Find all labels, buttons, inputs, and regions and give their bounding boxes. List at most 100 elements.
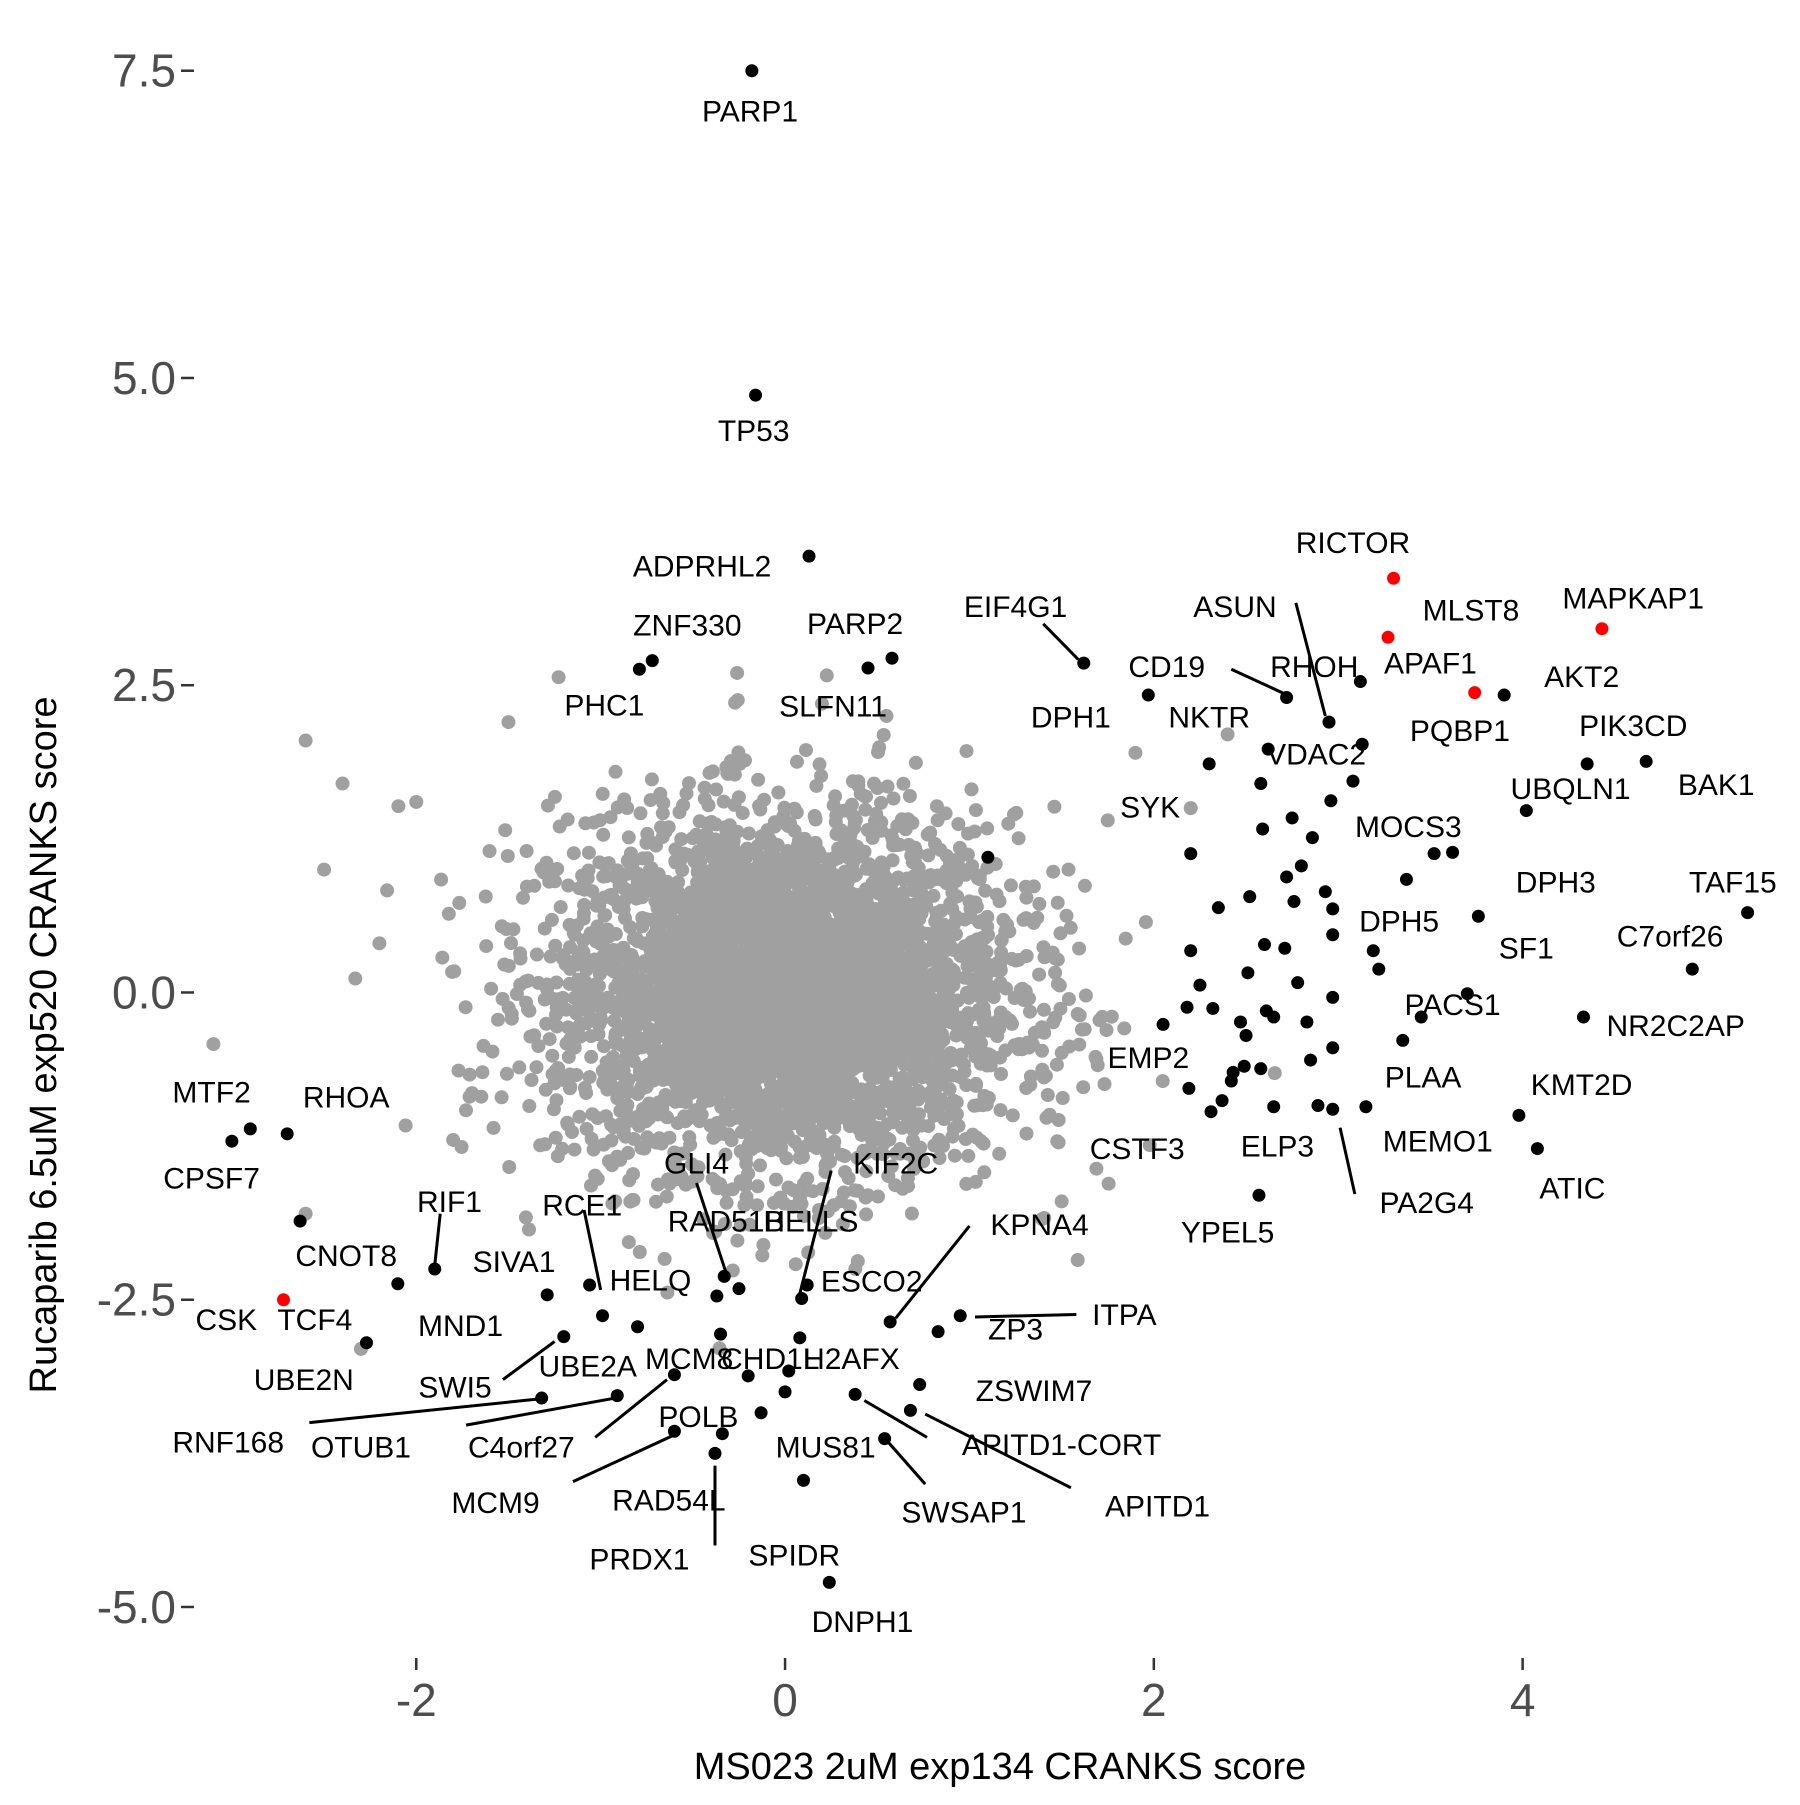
gene-point xyxy=(1353,675,1367,689)
background-point xyxy=(901,837,916,852)
gene-point xyxy=(1497,688,1511,702)
gene-point xyxy=(782,1364,796,1378)
background-point xyxy=(1019,911,1034,926)
background-point xyxy=(1049,1057,1064,1072)
background-point xyxy=(685,831,700,846)
background-point xyxy=(409,794,424,809)
background-point xyxy=(570,1001,585,1016)
background-point xyxy=(538,1082,553,1097)
background-point xyxy=(625,1192,640,1207)
gene-point xyxy=(885,651,899,665)
background-point xyxy=(820,1147,835,1161)
background-point xyxy=(728,974,742,988)
background-point xyxy=(717,1127,732,1142)
background-point xyxy=(818,981,833,996)
background-point xyxy=(671,1043,686,1058)
background-point xyxy=(992,894,1007,909)
background-point xyxy=(867,1061,882,1076)
background-point xyxy=(691,934,705,949)
gene-point xyxy=(1685,962,1699,976)
gene-label: SYK xyxy=(1120,791,1180,824)
gene-label: ZSWIM7 xyxy=(976,1375,1093,1408)
background-point xyxy=(942,923,957,938)
background-point xyxy=(566,846,581,861)
background-point xyxy=(809,1012,824,1027)
background-point xyxy=(380,883,395,898)
background-point xyxy=(661,820,676,835)
background-point xyxy=(743,1022,758,1037)
background-point xyxy=(549,1019,564,1034)
background-point xyxy=(702,765,717,780)
background-point xyxy=(625,981,640,996)
background-point xyxy=(672,805,687,820)
background-point xyxy=(1072,941,1087,956)
background-point xyxy=(714,1100,729,1114)
background-point xyxy=(893,1021,908,1036)
background-point xyxy=(1061,992,1076,1006)
background-point xyxy=(621,1235,636,1250)
background-point xyxy=(534,861,549,876)
gene-point xyxy=(1237,1059,1251,1073)
background-point xyxy=(680,901,695,916)
background-point xyxy=(862,857,877,872)
gene-point xyxy=(1211,901,1225,915)
background-point xyxy=(848,1261,863,1276)
background-point xyxy=(652,1131,667,1146)
gene-label: APITD1-CORT xyxy=(962,1429,1161,1462)
background-point xyxy=(800,1171,815,1186)
background-point xyxy=(475,1065,490,1080)
gene-label: KMT2D xyxy=(1531,1069,1633,1102)
background-point xyxy=(977,1165,992,1180)
axes-layer: -2 0 2 4 -5.0 -2.5 0.0 2.5 5.0 7.5 xyxy=(97,45,1536,1726)
background-point xyxy=(865,876,880,891)
gene-point xyxy=(741,1369,755,1383)
background-point xyxy=(678,1114,693,1129)
background-point xyxy=(690,864,705,879)
background-point xyxy=(799,1139,814,1154)
background-point xyxy=(870,1146,885,1161)
background-point xyxy=(1142,1138,1157,1153)
background-point xyxy=(773,1190,788,1205)
background-point xyxy=(915,1005,930,1020)
background-point xyxy=(797,1209,811,1224)
background-point xyxy=(834,823,849,838)
background-points-layer xyxy=(206,665,1282,1356)
background-point xyxy=(502,1160,517,1174)
background-point xyxy=(913,994,928,1009)
gene-point xyxy=(1471,909,1485,923)
background-point xyxy=(769,1172,783,1187)
background-point xyxy=(595,936,610,951)
gene-point xyxy=(557,1330,571,1344)
background-point xyxy=(826,1106,841,1121)
background-point xyxy=(610,863,625,878)
background-point xyxy=(1052,978,1067,993)
background-point xyxy=(800,950,815,965)
background-point xyxy=(832,880,847,895)
gene-point xyxy=(1254,777,1268,791)
background-point xyxy=(876,974,891,988)
background-point xyxy=(771,785,786,800)
gene-point xyxy=(1322,715,1336,729)
background-point xyxy=(659,895,674,910)
background-point xyxy=(698,1013,712,1028)
background-point xyxy=(788,1010,803,1025)
gene-label: ASUN xyxy=(1193,591,1276,624)
gene-point xyxy=(1234,1015,1248,1029)
background-point xyxy=(728,1041,743,1056)
background-point xyxy=(651,1007,666,1022)
background-point xyxy=(884,828,899,843)
background-point xyxy=(522,1222,536,1237)
background-point xyxy=(563,1079,578,1094)
gene-label: EIF4G1 xyxy=(964,591,1067,624)
background-point xyxy=(970,1130,985,1145)
background-point xyxy=(668,880,683,895)
background-point xyxy=(837,914,852,929)
gene-point xyxy=(1387,571,1401,585)
background-point xyxy=(596,869,611,884)
background-point xyxy=(961,1148,976,1163)
background-point xyxy=(816,1116,831,1131)
background-point xyxy=(1051,1135,1066,1150)
background-point xyxy=(835,898,850,912)
background-point xyxy=(478,889,493,904)
background-point xyxy=(814,696,829,711)
